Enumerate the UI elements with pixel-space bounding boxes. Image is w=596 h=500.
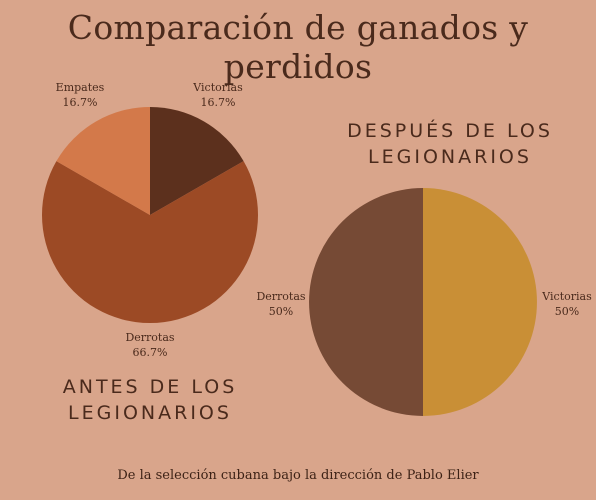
pie-after-slice-derrotas — [309, 188, 423, 416]
pie-before-title-line-2: LEGIONARIOS — [68, 402, 232, 424]
pie-before-slice-victorias — [150, 106, 244, 215]
pie-after-title-line-2: LEGIONARIOS — [368, 146, 532, 168]
pie-before-value-victorias: 16.7% — [201, 96, 236, 109]
pie-before-title: ANTES DE LOS LEGIONARIOS — [50, 374, 250, 426]
pie-after-value-derrotas: 50% — [269, 305, 293, 318]
pie-after-value-victorias: 50% — [555, 305, 579, 318]
pie-before-legionarios: Victorias 16.7% Derrotas 66.7% Empates 16.7% — [42, 81, 259, 359]
chart-title: Comparación de ganados y perdidos — [67, 8, 529, 86]
pie-after-title-line-1: DESPUÉS DE LOS — [347, 120, 553, 142]
pie-after-label-victorias: Victorias — [541, 290, 592, 303]
pie-after-title: DESPUÉS DE LOS LEGIONARIOS — [330, 118, 570, 170]
pie-after-legionarios: Victorias 50% Derrotas 50% — [256, 188, 592, 416]
pie-before-label-victorias: Victorias — [192, 81, 243, 94]
pie-before-label-empates: Empates — [56, 81, 105, 94]
pie-before-value-derrotas: 66.7% — [133, 346, 168, 359]
pie-before-slice-empates — [56, 107, 150, 215]
pie-after-label-derrotas: Derrotas — [256, 290, 305, 303]
pie-before-title-line-1: ANTES DE LOS — [62, 376, 238, 398]
pie-after-slice-victorias — [423, 188, 537, 416]
footer-caption: De la selección cubana bajo la dirección… — [117, 468, 479, 483]
pie-before-value-empates: 16.7% — [63, 96, 98, 109]
pie-before-slice-derrotas — [42, 161, 259, 323]
pie-before-label-derrotas: Derrotas — [125, 331, 174, 344]
